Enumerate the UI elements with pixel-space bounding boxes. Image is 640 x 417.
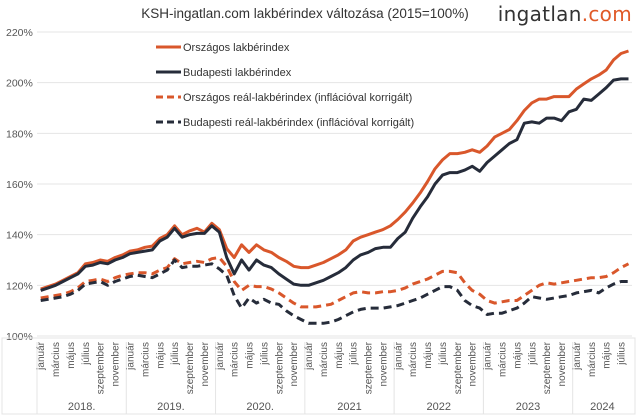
month-tick-label: május [602, 342, 613, 369]
year-tick-label: 2020. [246, 401, 274, 413]
year-tick-label: 2024 [590, 401, 614, 413]
month-tick-label: május [423, 342, 434, 369]
month-tick-label: március [408, 342, 419, 377]
month-tick-label: március [319, 342, 330, 377]
month-tick-label: szeptember [96, 341, 107, 394]
chart-title: KSH-ingatlan.com lakbérindex változása (… [141, 6, 469, 21]
y-tick-label: 160% [6, 179, 33, 191]
series-line-2 [40, 77, 629, 292]
month-tick-label: május [334, 342, 345, 369]
month-tick-label: január [572, 341, 583, 370]
legend-label: Országos lakbérindex [183, 42, 290, 54]
month-tick-label: november [289, 341, 300, 386]
year-tick-label: 2023 [516, 401, 540, 413]
legend-label: Budapesti reál-lakbérindex (inflációval … [183, 117, 414, 129]
y-tick-label: 140% [6, 230, 33, 242]
month-tick-label: március [140, 342, 151, 377]
month-tick-label: szeptember [274, 341, 285, 394]
ingatlan-logo: ingatlan.com [498, 2, 632, 26]
legend-label: Országos reál-lakbérindex (inflációval k… [183, 92, 412, 104]
month-tick-label: március [498, 342, 509, 377]
month-tick-label: május [66, 342, 77, 369]
month-tick-label: május [155, 342, 166, 369]
month-tick-label: március [587, 342, 598, 377]
y-tick-label: 200% [6, 78, 33, 90]
month-tick-label: március [230, 342, 241, 377]
month-tick-label: november [111, 341, 122, 386]
y-tick-label: 220% [6, 27, 33, 39]
month-tick-label: július [617, 342, 628, 366]
month-tick-label: július [259, 342, 270, 366]
month-tick-label: március [51, 342, 62, 377]
year-tick-label: 2018. [68, 401, 96, 413]
year-tick-label: 2022 [427, 401, 451, 413]
month-tick-label: január [215, 341, 226, 370]
month-tick-label: július [81, 342, 92, 366]
month-tick-label: július [170, 342, 181, 366]
series-line-3 [40, 256, 630, 309]
series-line-4 [40, 258, 629, 325]
month-tick-label: november [468, 341, 479, 386]
month-tick-label: május [245, 342, 256, 369]
month-tick-label: november [378, 341, 389, 386]
month-tick-label: szeptember [364, 341, 375, 394]
month-tick-label: július [527, 342, 538, 366]
month-tick-label: január [483, 341, 494, 370]
month-tick-label: szeptember [453, 341, 464, 394]
month-tick-label: november [200, 341, 211, 386]
month-tick-label: november [557, 341, 568, 386]
y-tick-label: 180% [6, 128, 33, 140]
logo-text: ingatlan [497, 2, 582, 26]
series-line-1 [40, 49, 629, 291]
month-tick-label: május [512, 342, 523, 369]
month-tick-label: szeptember [185, 341, 196, 394]
year-tick-label: 2019. [157, 401, 185, 413]
y-tick-label: 120% [6, 280, 33, 292]
logo-suffix: .com [581, 2, 632, 26]
month-tick-label: szeptember [542, 341, 553, 394]
month-tick-label: január [393, 341, 404, 370]
month-tick-label: július [349, 342, 360, 366]
x-axis-frame [1, 337, 636, 415]
month-tick-label: január [304, 341, 315, 370]
month-tick-label: július [438, 342, 449, 366]
legend-label: Budapesti lakbérindex [183, 67, 292, 79]
year-tick-label: 2021 [337, 401, 361, 413]
y-tick-label: 100% [6, 331, 33, 343]
month-tick-label: január [126, 341, 137, 370]
month-tick-label: január [36, 341, 47, 370]
